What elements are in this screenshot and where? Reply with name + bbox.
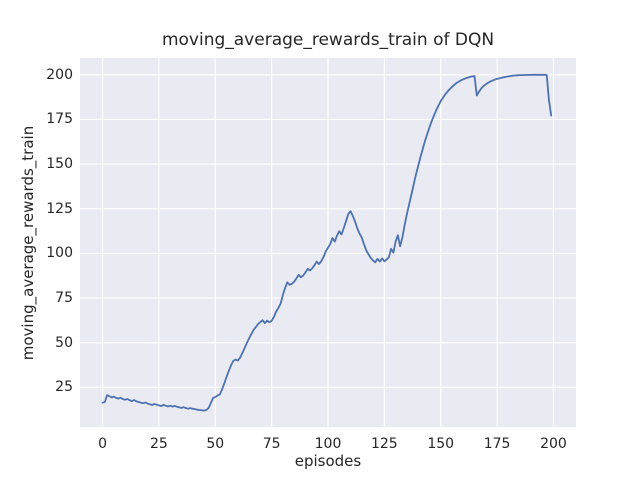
x-tick-label: 125 bbox=[370, 436, 398, 452]
y-tick-label: 175 bbox=[46, 111, 73, 128]
y-tick-label: 100 bbox=[46, 245, 73, 262]
y-tick-label: 125 bbox=[46, 200, 73, 217]
y-tick-label: 50 bbox=[55, 334, 73, 351]
y-tick-label: 25 bbox=[55, 379, 73, 396]
x-tick-label: 25 bbox=[149, 436, 168, 452]
y-tick-label: 200 bbox=[46, 66, 73, 83]
line-series bbox=[101, 73, 553, 412]
x-tick-label: 75 bbox=[262, 436, 281, 452]
chart-title: moving_average_rewards_train of DQN bbox=[161, 30, 495, 50]
x-tick-label: 200 bbox=[540, 436, 567, 452]
x-tick-label: 150 bbox=[427, 436, 455, 452]
x-tick-label: 50 bbox=[206, 436, 225, 452]
x-tick-label: 175 bbox=[483, 436, 511, 452]
y-tick-label: 75 bbox=[55, 290, 73, 307]
x-axis-label: episodes bbox=[294, 452, 362, 470]
y-tick-label: 150 bbox=[46, 156, 73, 173]
x-tick-label: 100 bbox=[314, 436, 342, 452]
x-tick-label: 0 bbox=[98, 436, 107, 452]
